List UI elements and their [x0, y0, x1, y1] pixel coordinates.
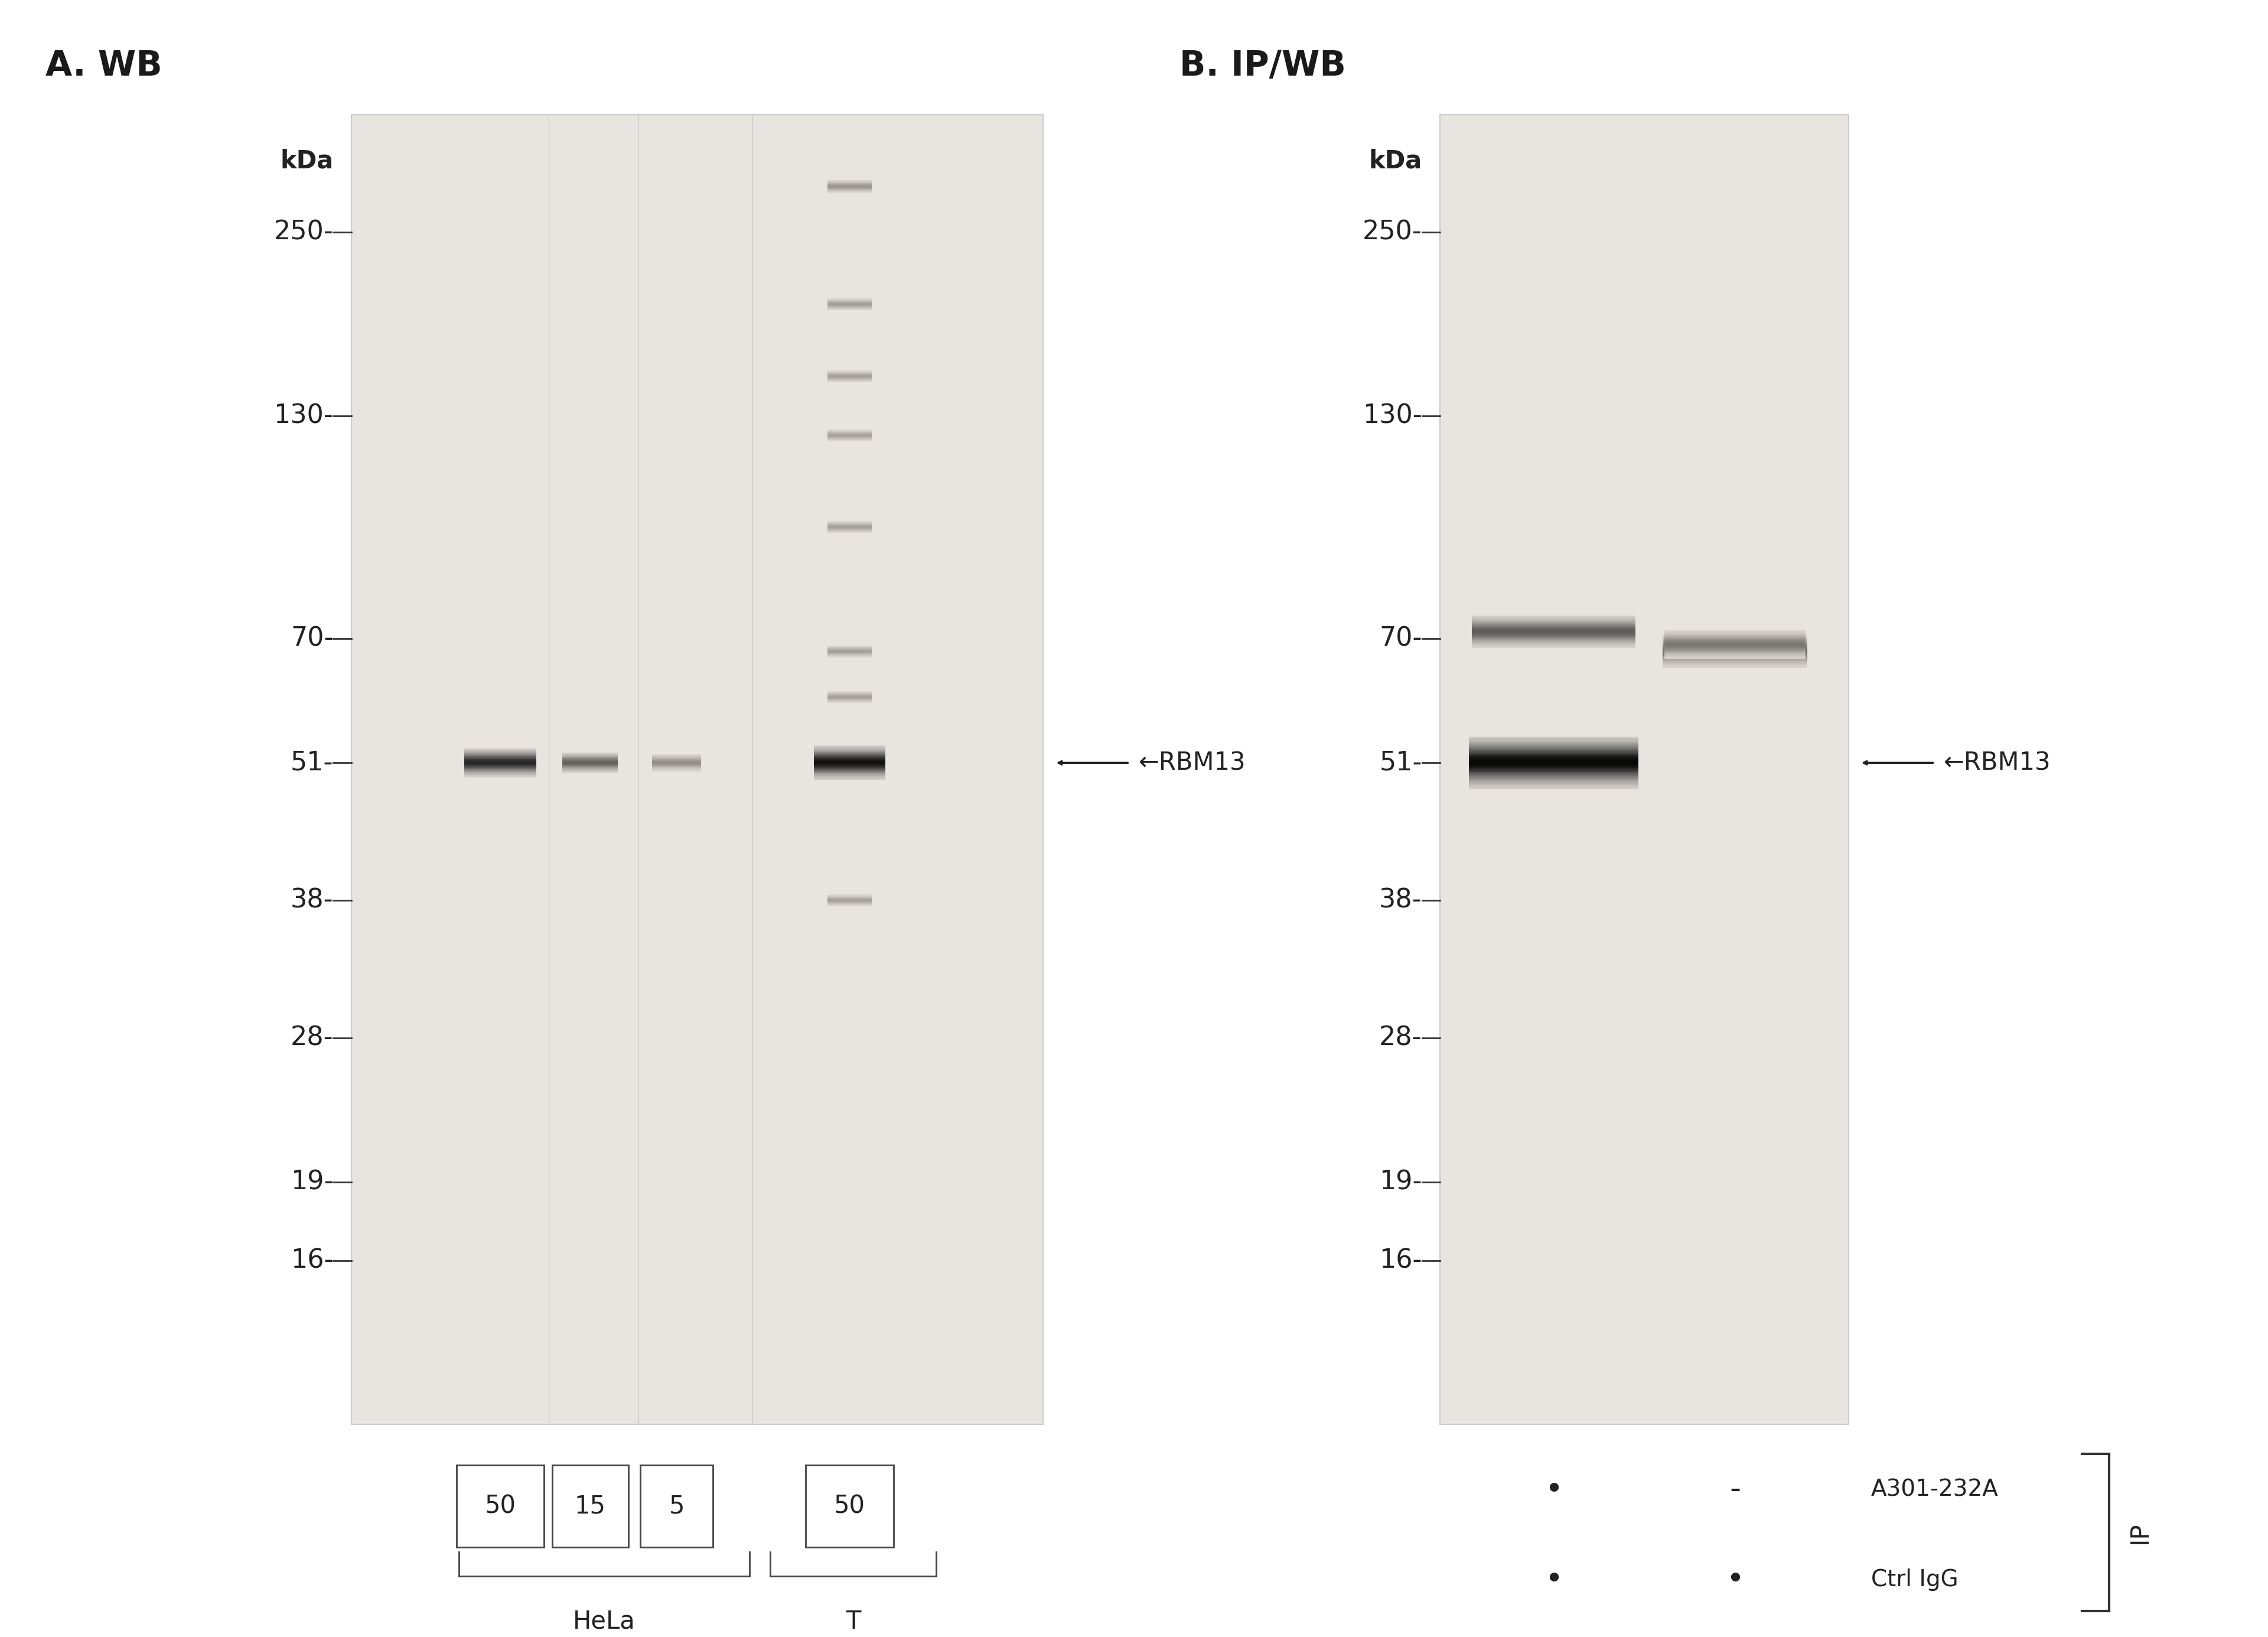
Text: B. IP/WB: B. IP/WB [1179, 49, 1345, 83]
Text: 250-: 250- [274, 219, 333, 246]
Text: 19-: 19- [1379, 1169, 1422, 1195]
Bar [640, 1465, 712, 1547]
Text: 250-: 250- [1363, 219, 1422, 246]
Text: 130-: 130- [1363, 403, 1422, 429]
Text: •: • [1545, 1565, 1563, 1594]
Text: T: T [846, 1609, 860, 1634]
Text: 38-: 38- [1379, 887, 1422, 913]
Text: 130-: 130- [274, 403, 333, 429]
Text: 70-: 70- [290, 625, 333, 652]
Bar [551, 1465, 628, 1547]
Text: 19-: 19- [290, 1169, 333, 1195]
Bar [352, 115, 1043, 1424]
Text: kDa: kDa [279, 149, 333, 174]
Text: -: - [1730, 1475, 1740, 1504]
Text: 50: 50 [835, 1493, 866, 1519]
Text: 28-: 28- [1379, 1025, 1422, 1051]
Text: 51-: 51- [290, 750, 333, 776]
Text: HeLa: HeLa [574, 1609, 635, 1634]
Text: ←RBM13: ←RBM13 [1139, 750, 1245, 776]
Text: •: • [1545, 1475, 1563, 1504]
Text: IP: IP [2127, 1521, 2152, 1544]
Text: 38-: 38- [290, 887, 333, 913]
Text: 28-: 28- [290, 1025, 333, 1051]
Text: Ctrl IgG: Ctrl IgG [1871, 1568, 1957, 1591]
Bar [1440, 115, 1848, 1424]
Bar [805, 1465, 894, 1547]
Bar [456, 1465, 544, 1547]
Text: 5: 5 [669, 1493, 685, 1519]
Text: A. WB: A. WB [45, 49, 161, 83]
Text: 50: 50 [485, 1493, 515, 1519]
Text: kDa: kDa [1368, 149, 1422, 174]
Text: 70-: 70- [1379, 625, 1422, 652]
Text: 16-: 16- [290, 1247, 333, 1274]
Text: 16-: 16- [1379, 1247, 1422, 1274]
Text: A301-232A: A301-232A [1871, 1478, 1998, 1501]
Text: •: • [1726, 1565, 1744, 1594]
Text: 51-: 51- [1379, 750, 1422, 776]
Text: 15: 15 [574, 1493, 606, 1519]
Text: ←RBM13: ←RBM13 [1944, 750, 2050, 776]
